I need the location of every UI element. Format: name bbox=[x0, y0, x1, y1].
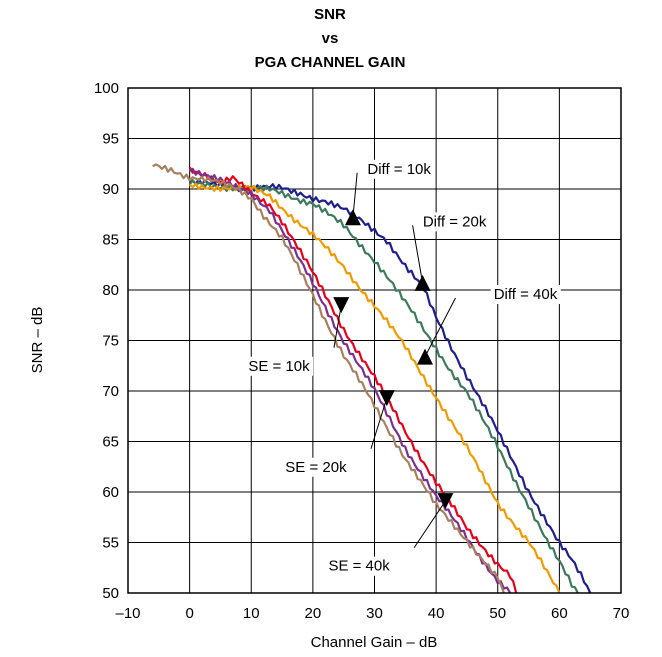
annotation-marker-se-10k bbox=[333, 297, 350, 314]
annotation-marker-diff-10k bbox=[344, 209, 361, 226]
series-line-se-40k bbox=[152, 163, 505, 594]
annotation-leader-se-10k bbox=[333, 305, 342, 348]
y-tick-label: 80 bbox=[102, 282, 119, 299]
x-tick-label: 40 bbox=[428, 605, 445, 622]
y-tick-label: 50 bbox=[102, 585, 119, 602]
annotation-leader-diff-40k bbox=[424, 297, 456, 357]
chart-title-line-3: PGA CHANNEL GAIN bbox=[255, 54, 406, 71]
x-axis-label: Channel Gain – dB bbox=[311, 634, 438, 651]
annotation-marker-diff-40k bbox=[417, 348, 434, 365]
annotation-marker-se-20k bbox=[378, 390, 395, 407]
annotation-label-diff-10k: Diff = 10k bbox=[367, 161, 431, 178]
series-line-diff-20k bbox=[188, 179, 579, 594]
series-line-se-20k bbox=[189, 167, 512, 594]
annotation-label-bg bbox=[245, 356, 314, 376]
y-tick-label: 85 bbox=[102, 232, 119, 249]
y-tick-label: 70 bbox=[102, 383, 119, 400]
annotation-label-bg bbox=[325, 556, 394, 576]
annotation-label-bg bbox=[364, 159, 435, 179]
y-tick-label: 90 bbox=[102, 181, 119, 198]
chart-title-line-1: SNR bbox=[314, 6, 346, 23]
annotation-leader-se-20k bbox=[370, 397, 388, 449]
annotation-marker-se-40k bbox=[437, 493, 454, 510]
x-tick-label: 60 bbox=[551, 605, 568, 622]
annotation-leader-diff-10k bbox=[352, 172, 358, 218]
annotation-label-se-10k: SE = 10k bbox=[248, 358, 310, 375]
annotation-label-diff-40k: Diff = 40k bbox=[494, 286, 558, 303]
annotation-label-se-40k: SE = 40k bbox=[328, 558, 390, 575]
annotation-label-bg bbox=[490, 285, 561, 305]
annotation-leader-diff-20k bbox=[412, 225, 424, 284]
y-tick-label: 65 bbox=[102, 434, 119, 451]
y-tick-label: 75 bbox=[102, 333, 119, 350]
annotation-label-se-20k: SE = 20k bbox=[285, 459, 347, 476]
annotation-marker-diff-20k bbox=[414, 274, 431, 291]
y-tick-label: 100 bbox=[94, 80, 119, 97]
series-line-diff-10k bbox=[189, 178, 592, 594]
x-tick-label: 20 bbox=[305, 605, 322, 622]
y-tick-label: 95 bbox=[102, 131, 119, 148]
tick-labels: –10 0 10 20 30 40 50 60 70 50 55 60 65 70 75 80 85 90 95 10… bbox=[94, 80, 629, 622]
annotation-label-bg bbox=[419, 212, 490, 232]
x-tick-label: –10 bbox=[115, 605, 140, 622]
annotation-label-bg bbox=[282, 457, 351, 477]
x-tick-label: 10 bbox=[243, 605, 260, 622]
y-axis-label: SNR – dB bbox=[29, 307, 46, 374]
x-tick-label: 70 bbox=[613, 605, 630, 622]
y-tick-label: 60 bbox=[102, 484, 119, 501]
annotations: Diff = 10k Diff = 20k Diff = 40k SE = 10k SE… bbox=[245, 159, 561, 576]
x-tick-label: 50 bbox=[489, 605, 506, 622]
series-line-diff-40k bbox=[188, 182, 561, 594]
series-group bbox=[152, 163, 592, 594]
x-tick-label: 30 bbox=[366, 605, 383, 622]
x-tick-label: 0 bbox=[185, 605, 193, 622]
annotation-label-diff-20k: Diff = 20k bbox=[423, 213, 487, 230]
y-tick-label: 55 bbox=[102, 535, 119, 552]
plot-frame bbox=[127, 87, 622, 594]
series-line-se-10k bbox=[188, 166, 518, 594]
annotation-leader-se-40k bbox=[413, 500, 446, 549]
chart-title-line-2: vs bbox=[322, 30, 339, 47]
